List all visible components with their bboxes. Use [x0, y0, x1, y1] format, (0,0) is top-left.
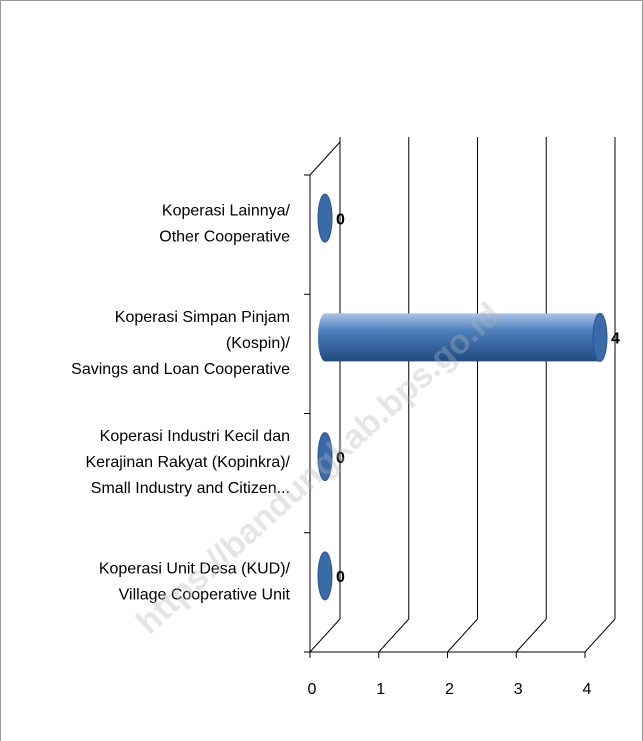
bar	[317, 193, 333, 243]
bar-end	[317, 551, 333, 601]
category-label: Koperasi Simpan Pinjam (Kospin)/Savings a…	[71, 309, 290, 378]
x-tick-label: 0	[308, 681, 317, 698]
bar-start	[318, 313, 332, 362]
data-label: 0	[336, 450, 345, 467]
category-label: Koperasi Unit Desa (KUD)/Village Coopera…	[99, 561, 291, 604]
data-label: 0	[336, 569, 345, 586]
bar-end	[592, 312, 608, 362]
bar	[318, 312, 608, 362]
data-label: 0	[336, 211, 345, 228]
floor-line	[309, 618, 341, 653]
bar-body	[325, 313, 600, 362]
bar	[317, 432, 333, 482]
category-label: Koperasi Industri Kecil dan Kerajinan Rak…	[85, 428, 290, 497]
bar-end	[317, 193, 333, 243]
floor-line	[378, 618, 410, 653]
category-label: Koperasi Lainnya/Other Cooperative	[159, 203, 290, 246]
x-tick-label: 1	[376, 681, 385, 698]
floor-line	[515, 618, 547, 653]
floor-line	[584, 618, 616, 653]
x-tick-label: 2	[445, 681, 454, 698]
bar-end	[317, 432, 333, 482]
x-tick-label: 4	[583, 681, 592, 698]
floor-line	[447, 618, 478, 653]
data-label: 4	[611, 331, 620, 348]
x-tick-label: 3	[514, 681, 523, 698]
bar	[317, 551, 333, 601]
